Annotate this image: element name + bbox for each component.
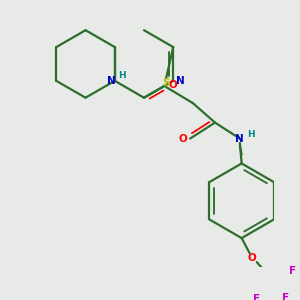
Text: N: N [176,76,185,86]
Text: O: O [178,134,188,144]
Text: F: F [282,292,289,300]
Text: O: O [168,80,177,90]
Text: H: H [248,130,255,139]
Text: H: H [118,71,126,80]
Text: N: N [236,134,244,144]
Text: N: N [107,76,116,86]
Text: F: F [253,294,260,300]
Text: S: S [162,78,170,88]
Text: F: F [289,266,296,276]
Text: O: O [248,253,257,262]
